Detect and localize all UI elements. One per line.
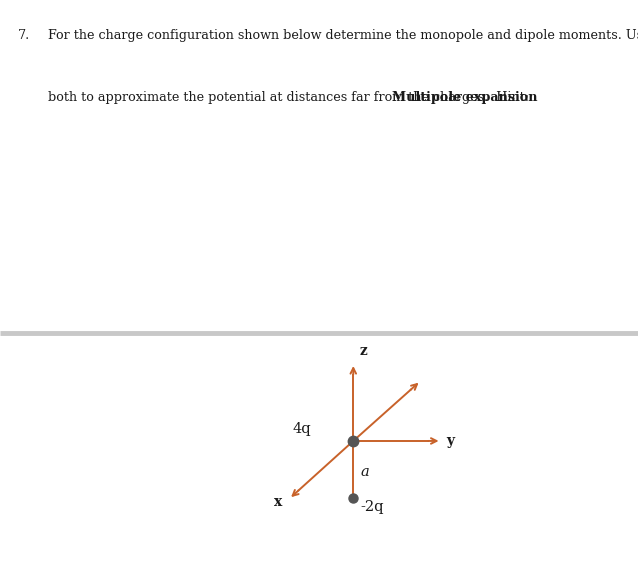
Text: z: z bbox=[359, 344, 367, 358]
Text: 4q: 4q bbox=[292, 422, 311, 436]
Text: x: x bbox=[274, 495, 283, 509]
Text: Multipole expansion: Multipole expansion bbox=[392, 91, 537, 105]
Text: For the charge configuration shown below determine the monopole and dipole momen: For the charge configuration shown below… bbox=[48, 29, 638, 42]
Text: y: y bbox=[447, 434, 455, 448]
Text: a: a bbox=[360, 465, 369, 479]
Text: -2q: -2q bbox=[360, 500, 384, 514]
Text: 7.: 7. bbox=[18, 29, 30, 42]
Text: both to approximate the potential at distances far from the charges.  Hint:: both to approximate the potential at dis… bbox=[48, 91, 533, 105]
